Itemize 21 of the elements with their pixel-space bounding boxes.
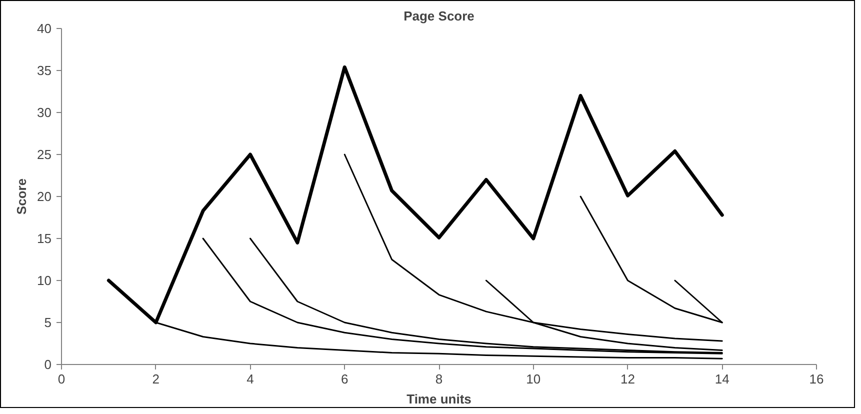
x-tick-label: 16 [809, 372, 824, 386]
y-tick-label: 40 [37, 21, 52, 36]
y-tick-label: 10 [37, 273, 52, 288]
y-tick-label: 15 [37, 231, 52, 246]
x-tick-label: 12 [620, 372, 635, 386]
x-tick-label: 6 [341, 372, 348, 386]
y-tick-label: 30 [37, 105, 52, 120]
x-tick-label: 8 [435, 372, 443, 386]
x-tick-label: 14 [714, 372, 730, 386]
y-tick-label: 35 [37, 63, 52, 78]
x-tick-label: 4 [246, 372, 254, 386]
x-tick-label: 10 [526, 372, 541, 386]
x-tick-label: 2 [152, 372, 160, 386]
y-tick-label: 0 [44, 357, 52, 372]
x-tick-label: 0 [58, 372, 66, 386]
chart-title: Page Score [404, 8, 474, 24]
y-tick-label: 5 [44, 315, 52, 330]
y-axis-title: Score [14, 178, 30, 215]
y-tick-label: 25 [37, 147, 52, 162]
x-axis-title: Time units [406, 392, 472, 406]
y-tick-label: 20 [37, 189, 52, 204]
